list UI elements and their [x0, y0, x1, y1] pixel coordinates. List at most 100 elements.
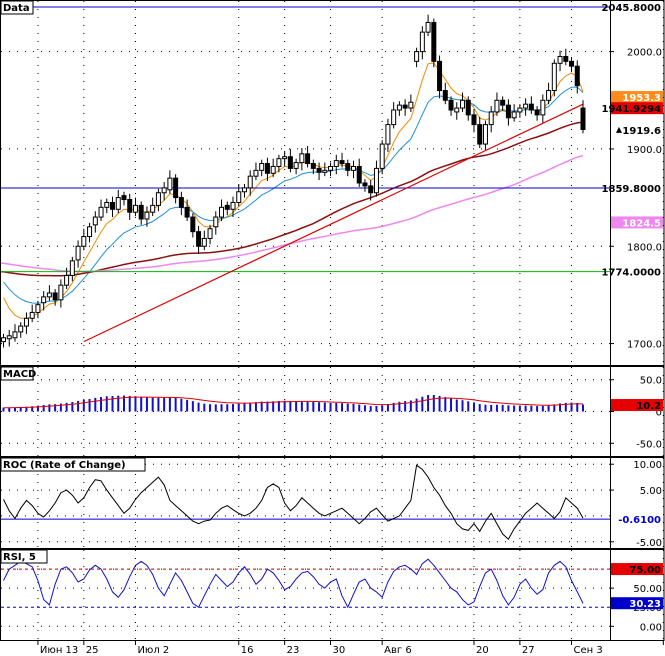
- trendline: [83, 103, 584, 343]
- candle-body: [574, 65, 580, 87]
- value-tag-label: 75.00: [629, 565, 661, 576]
- candle-body: [276, 158, 282, 167]
- candle-body: [241, 187, 247, 193]
- x-tick-label: Июн 13: [40, 645, 78, 656]
- last-price-arrow-icon: [616, 126, 622, 133]
- moving-average-line: [3, 86, 584, 304]
- candle-body: [110, 201, 116, 210]
- candle-body: [138, 204, 144, 220]
- candle-body: [98, 206, 104, 218]
- x-tick-label: 16: [241, 645, 254, 656]
- candle-body: [23, 317, 29, 327]
- candle-body: [471, 114, 477, 126]
- candle-body: [299, 153, 305, 164]
- candle-body: [287, 156, 293, 169]
- value-tag-label: 1824.5: [622, 218, 661, 229]
- candle-body: [305, 153, 311, 165]
- y-tick-label: 0: [656, 408, 662, 419]
- candle-body: [29, 311, 35, 319]
- candle-body: [270, 165, 276, 174]
- panel-title: MACD: [3, 369, 36, 380]
- candle-body: [144, 211, 150, 220]
- candle-body: [356, 165, 362, 184]
- candle-body: [190, 216, 196, 233]
- candle-body: [460, 99, 466, 109]
- candle-body: [115, 197, 121, 210]
- value-tag-box: [611, 216, 663, 229]
- y-tick-label: 50.0: [640, 376, 662, 387]
- candle-body: [551, 62, 557, 92]
- candle-body: [167, 177, 173, 191]
- value-tag-box: [611, 102, 663, 115]
- candle-body: [505, 104, 511, 119]
- candle-body: [18, 325, 24, 333]
- y-tick-label: 10.00: [633, 460, 662, 471]
- candle-body: [385, 124, 391, 145]
- y-tick-label: 1700.0: [627, 340, 662, 351]
- candle-body: [12, 331, 18, 339]
- candle-body: [155, 192, 161, 206]
- moving-average-line: [3, 62, 584, 319]
- candle-body: [528, 103, 534, 111]
- candle-body: [437, 60, 443, 92]
- candle-body: [465, 99, 471, 116]
- candle-body: [161, 187, 167, 194]
- candle-body: [121, 195, 127, 201]
- candle-body: [477, 124, 483, 145]
- value-tag-label: 1859.8000: [602, 184, 662, 195]
- y-tick-label: 2000.0: [627, 48, 662, 59]
- x-tick-label: 30: [333, 645, 346, 656]
- candle-body: [1, 337, 6, 343]
- candle-body: [92, 216, 98, 226]
- value-tag-box: [611, 265, 663, 278]
- roc-line: [3, 464, 584, 540]
- panel-frame: [0, 457, 665, 549]
- y-tick-label: 1800.0: [627, 242, 662, 253]
- price-panel: 1700.0 1800.0 1900.0 2000.0 2045.8000 1859.80…: [0, 0, 665, 366]
- x-tick-label: 23: [287, 645, 300, 656]
- candle-body: [563, 55, 569, 62]
- candle-body: [81, 236, 87, 247]
- x-tick-label: 25: [86, 645, 99, 656]
- panel-frame: [0, 549, 665, 641]
- candle-body: [523, 103, 529, 109]
- candle-body: [379, 143, 385, 169]
- candle-body: [373, 167, 379, 194]
- candle-body: [173, 177, 179, 199]
- candle-body: [488, 111, 494, 126]
- x-tick-label: Авг 6: [384, 645, 412, 656]
- candle-body: [196, 231, 202, 247]
- candle-body: [253, 169, 259, 177]
- value-tag-box: [611, 513, 663, 526]
- candle-body: [534, 109, 540, 116]
- candle-body: [362, 182, 368, 187]
- candle-body: [391, 109, 397, 126]
- value-tag-box: [611, 91, 663, 104]
- value-tag-label: 2045.8000: [602, 3, 662, 14]
- candle-body: [6, 335, 12, 340]
- panel-title: Data: [3, 3, 30, 14]
- candle-body: [333, 160, 339, 167]
- value-tag-label: 1919.6: [622, 126, 661, 137]
- rsi-line: [3, 558, 584, 609]
- candle-body: [339, 160, 345, 165]
- candle-body: [87, 226, 93, 238]
- candle-body: [213, 216, 219, 228]
- candle-body: [150, 204, 156, 213]
- y-tick-label: 50.00: [633, 584, 662, 595]
- candle-body: [64, 274, 70, 286]
- y-tick-label: 1900.0: [627, 145, 662, 156]
- candle-body: [46, 292, 52, 298]
- candle-body: [414, 51, 420, 62]
- candle-body: [569, 60, 575, 67]
- candle-body: [310, 163, 316, 169]
- value-tag-label: 1953.3: [622, 93, 661, 104]
- value-tag-box: [611, 563, 663, 576]
- candle-body: [419, 31, 425, 53]
- candle-body: [178, 197, 184, 208]
- candle-body: [442, 90, 448, 101]
- candle-body: [368, 185, 374, 194]
